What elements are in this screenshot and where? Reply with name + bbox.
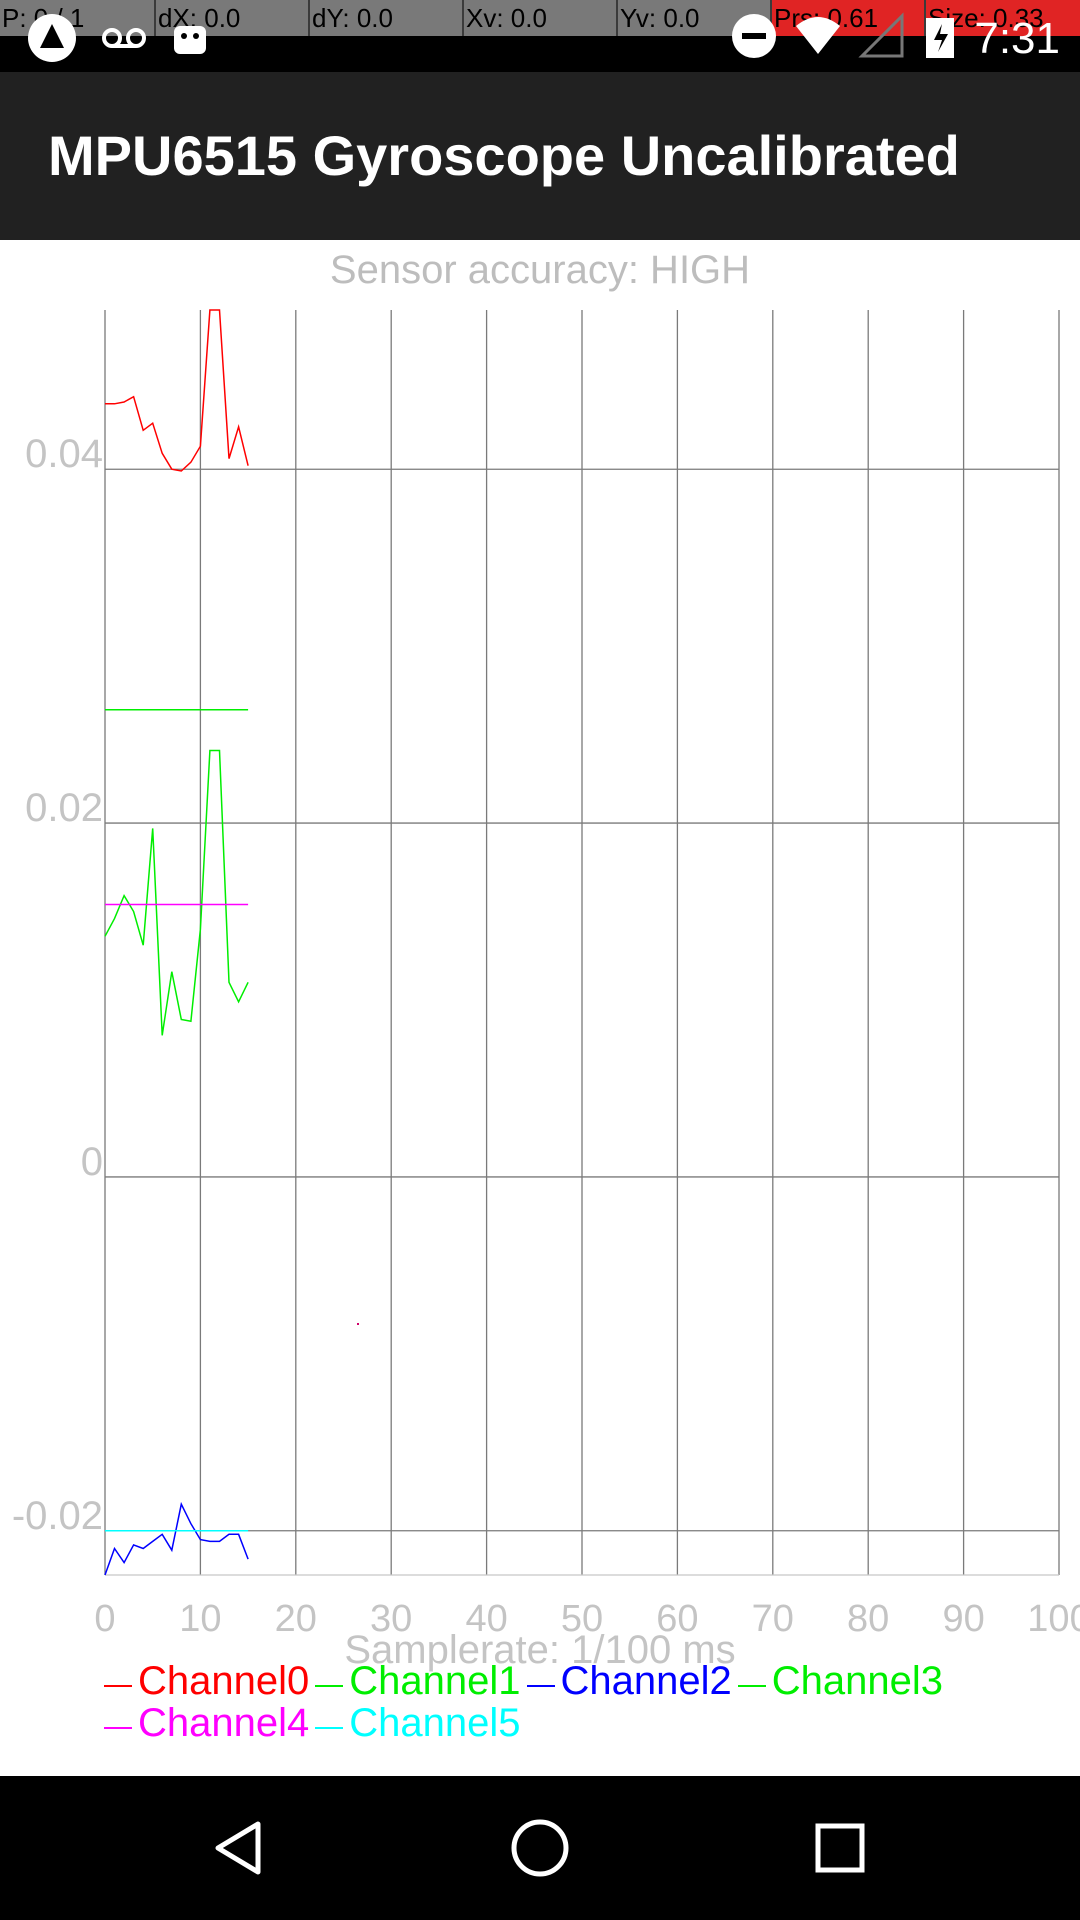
legend-row: Channel4 Channel5: [104, 1702, 1004, 1744]
legend-item: Channel5: [315, 1702, 520, 1744]
legend-swatch: [104, 1685, 132, 1687]
navigation-bar: [0, 1776, 1080, 1920]
legend-swatch: [527, 1685, 555, 1687]
debug-dy: dY: 0.0: [308, 0, 462, 36]
sensor-accuracy: Sensor accuracy: HIGH: [0, 240, 1080, 300]
y-tick-label: 0: [81, 1140, 103, 1184]
chart-canvas[interactable]: 01020304050607080901000.040.020-0.02Samp…: [0, 240, 1080, 1776]
x-tick-label: 20: [275, 1598, 317, 1640]
legend-item: Channel4: [104, 1702, 309, 1744]
debug-xv: Xv: 0.0: [462, 0, 616, 36]
legend-swatch: [315, 1727, 343, 1729]
app-notification-icon: [26, 12, 78, 69]
status-bar: P: 0 / 1 dX: 0.0 dY: 0.0 Xv: 0.0 Yv: 0.0…: [0, 0, 1080, 72]
recents-button[interactable]: [800, 1808, 880, 1888]
home-icon: [508, 1816, 572, 1880]
voicemail-icon: [100, 12, 148, 69]
series-line-channel2: [105, 1504, 248, 1575]
legend-item: Channel3: [738, 1660, 943, 1702]
y-tick-label: -0.02: [12, 1494, 103, 1538]
legend-label: Channel2: [561, 1660, 732, 1702]
sensor-chart[interactable]: 01020304050607080901000.040.020-0.02Samp…: [0, 240, 1080, 1776]
android-icon: [170, 12, 210, 69]
y-tick-label: 0.02: [25, 786, 103, 830]
page-title: MPU6515 Gyroscope Uncalibrated: [48, 72, 960, 240]
x-tick-label: 100: [1027, 1598, 1080, 1640]
back-icon: [208, 1816, 272, 1880]
legend-label: Channel1: [349, 1660, 520, 1702]
y-tick-label: 0.04: [25, 432, 103, 476]
legend-label: Channel5: [349, 1702, 520, 1744]
recents-icon: [808, 1816, 872, 1880]
back-button[interactable]: [200, 1808, 280, 1888]
legend-label: Channel3: [772, 1660, 943, 1702]
legend-swatch: [104, 1727, 132, 1729]
legend-item: Channel1: [315, 1660, 520, 1702]
wifi-icon: [794, 12, 842, 65]
legend-swatch: [315, 1685, 343, 1687]
data-point: [357, 1323, 359, 1325]
chart-legend: Channel0 Channel1 Channel2 Channel3 Channel4…: [104, 1660, 1004, 1744]
legend-label: Channel0: [138, 1660, 309, 1702]
legend-item: Channel0: [104, 1660, 309, 1702]
home-button[interactable]: [500, 1808, 580, 1888]
clock: 7:31: [974, 14, 1060, 64]
series-line-channel1: [105, 751, 248, 1036]
x-tick-label: 80: [847, 1598, 889, 1640]
x-tick-label: 90: [942, 1598, 984, 1640]
app-bar: MPU6515 Gyroscope Uncalibrated: [0, 72, 1080, 240]
series-line-channel0: [105, 310, 248, 471]
battery-icon: [922, 12, 958, 65]
x-tick-label: 70: [752, 1598, 794, 1640]
x-tick-label: 0: [94, 1598, 115, 1640]
legend-label: Channel4: [138, 1702, 309, 1744]
legend-row: Channel0 Channel1 Channel2 Channel3: [104, 1660, 1004, 1702]
legend-item: Channel2: [527, 1660, 732, 1702]
x-tick-label: 10: [179, 1598, 221, 1640]
cell-signal-icon: [858, 12, 906, 65]
legend-swatch: [738, 1685, 766, 1687]
do-not-disturb-icon: [730, 12, 778, 65]
